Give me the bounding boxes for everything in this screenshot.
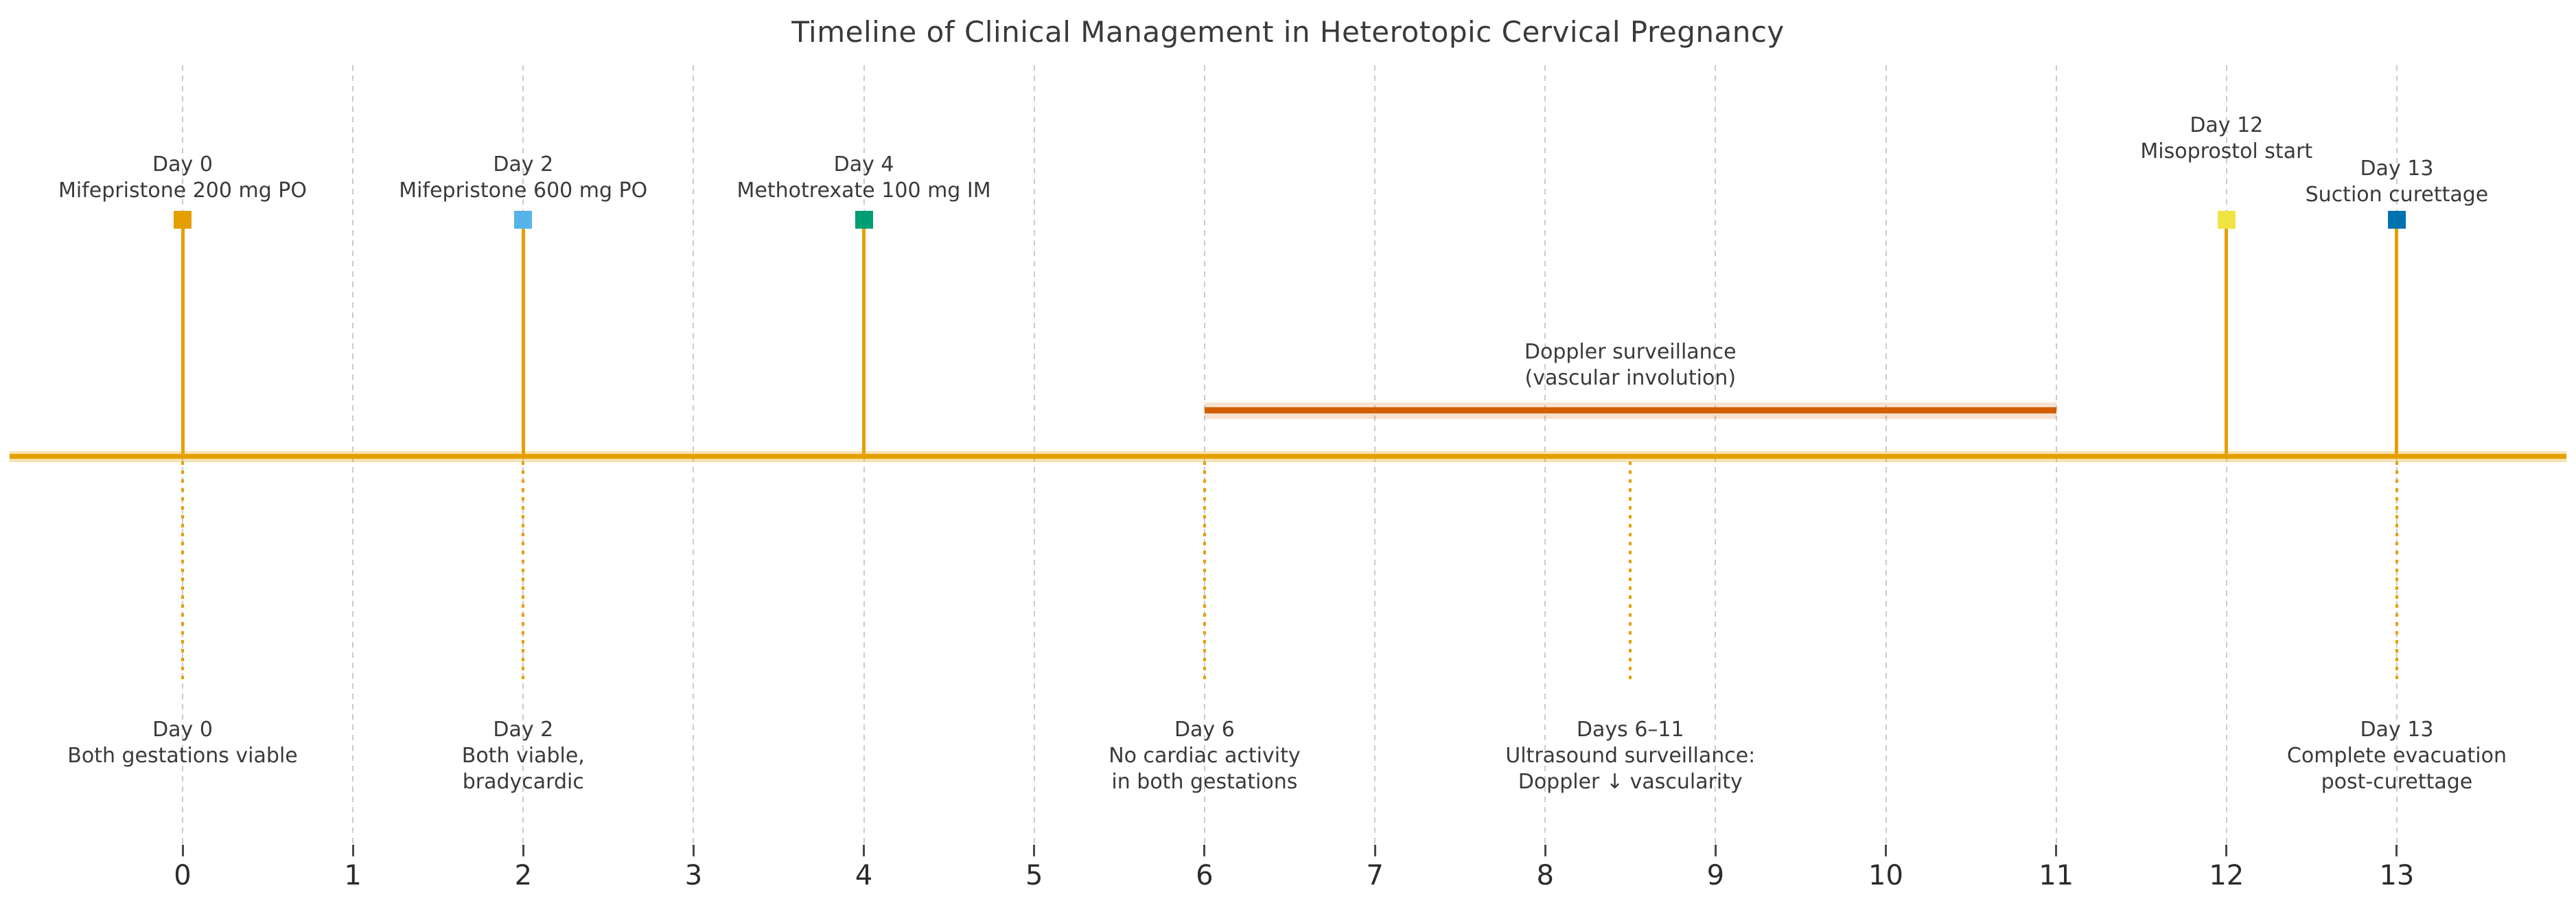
event-label-line: Day 13 bbox=[2360, 157, 2434, 181]
x-tick-label: 5 bbox=[1025, 860, 1043, 891]
timeline-axis-line bbox=[10, 454, 2566, 459]
x-tick bbox=[1885, 845, 1887, 856]
annotation-stem bbox=[1203, 461, 1206, 680]
x-tick-label: 6 bbox=[1196, 860, 1214, 891]
chart-title: Timeline of Clinical Management in Heter… bbox=[791, 15, 1785, 49]
event-label-line: Mifepristone 200 mg PO bbox=[58, 179, 308, 203]
x-tick bbox=[1033, 845, 1036, 856]
x-tick bbox=[1203, 845, 1206, 856]
event-label-line: Day 4 bbox=[833, 152, 894, 176]
span-label-line: Doppler surveillance bbox=[1524, 340, 1737, 364]
span-label: Doppler surveillance (vascular involution… bbox=[1524, 339, 1737, 391]
annotation-label-line: Days 6–11 bbox=[1576, 718, 1684, 742]
event-label-line: Day 12 bbox=[2190, 113, 2264, 137]
x-tick-label: 8 bbox=[1536, 860, 1554, 891]
annotation-label-line: Day 6 bbox=[1174, 718, 1235, 742]
x-tick bbox=[2395, 845, 2398, 856]
event-label-line: Misoprostol start bbox=[2140, 139, 2313, 163]
x-tick-label: 9 bbox=[1706, 860, 1725, 891]
annotation-label-line: Day 13 bbox=[2360, 718, 2434, 742]
annotation-stem bbox=[2395, 461, 2398, 680]
annotation-label-line: Doppler ↓ vascularity bbox=[1518, 770, 1743, 794]
x-tick bbox=[692, 845, 695, 856]
x-tick bbox=[2225, 845, 2228, 856]
annotation-label-line: post-curettage bbox=[2321, 770, 2473, 794]
event-marker-13 bbox=[2387, 211, 2406, 229]
x-tick-label: 12 bbox=[2209, 860, 2244, 891]
x-tick bbox=[1544, 845, 1546, 856]
x-tick-label: 2 bbox=[514, 860, 533, 891]
event-stem bbox=[862, 228, 866, 455]
event-stem bbox=[181, 228, 185, 455]
annotation-label: Day 2 Both viable, bradycardic bbox=[462, 717, 585, 795]
event-marker-4 bbox=[855, 211, 873, 229]
annotation-label-line: in both gestations bbox=[1111, 770, 1298, 794]
annotation-label-line: No cardiac activity bbox=[1109, 744, 1301, 768]
annotation-label-line: Ultrasound surveillance: bbox=[1505, 744, 1756, 768]
x-tick bbox=[522, 845, 524, 856]
annotation-stem bbox=[181, 461, 184, 680]
event-label-line: Day 2 bbox=[493, 152, 554, 176]
x-tick-label: 11 bbox=[2039, 860, 2074, 891]
x-tick bbox=[351, 845, 354, 856]
annotation-label: Day 6 No cardiac activity in both gestatio… bbox=[1109, 717, 1300, 795]
x-tick-label: 7 bbox=[1366, 860, 1384, 891]
event-label: Day 0 Mifepristone 200 mg PO bbox=[58, 152, 307, 204]
event-label: Day 4 Methotrexate 100 mg IM bbox=[737, 152, 991, 204]
x-tick bbox=[863, 845, 866, 856]
x-tick bbox=[1714, 845, 1717, 856]
event-marker-2 bbox=[514, 211, 533, 229]
event-label-line: Mifepristone 600 mg PO bbox=[399, 179, 648, 203]
annotation-label-line: Day 2 bbox=[493, 718, 554, 742]
annotation-label: Days 6–11 Ultrasound surveillance: Doppler… bbox=[1505, 717, 1755, 795]
event-stem bbox=[2395, 228, 2399, 455]
annotation-label-line: bradycardic bbox=[462, 770, 584, 794]
event-label: Day 13 Suction curettage bbox=[2306, 156, 2489, 208]
event-stem bbox=[521, 228, 525, 455]
event-label-line: Suction curettage bbox=[2305, 183, 2489, 207]
x-tick-label: 1 bbox=[344, 860, 362, 891]
annotation-label: Day 13 Complete evacuation post-curettage bbox=[2287, 717, 2507, 795]
event-marker-0 bbox=[174, 211, 192, 229]
annotation-label-line: Both gestations viable bbox=[67, 744, 298, 768]
span-bar bbox=[1204, 407, 2056, 413]
annotation-label-line: Day 0 bbox=[152, 718, 213, 742]
x-tick-label: 3 bbox=[684, 860, 703, 891]
annotation-stem bbox=[522, 461, 525, 680]
annotation-label: Day 0 Both gestations viable bbox=[67, 717, 297, 769]
annotation-label-line: Both viable, bbox=[461, 744, 585, 768]
event-marker-12 bbox=[2217, 211, 2236, 229]
event-label-line: Day 0 bbox=[152, 152, 213, 176]
annotation-label-line: Complete evacuation bbox=[2286, 744, 2507, 768]
event-label: Day 12 Misoprostol start bbox=[2140, 113, 2312, 165]
annotation-stem bbox=[1629, 461, 1632, 680]
event-label-line: Methotrexate 100 mg IM bbox=[736, 179, 991, 203]
x-tick bbox=[2055, 845, 2058, 856]
x-tick bbox=[1373, 845, 1376, 856]
x-tick-label: 10 bbox=[1868, 860, 1903, 891]
event-label: Day 2 Mifepristone 600 mg PO bbox=[399, 152, 647, 204]
x-tick bbox=[181, 845, 184, 856]
span-label-line: (vascular involution) bbox=[1524, 366, 1737, 390]
x-tick-label: 4 bbox=[855, 860, 873, 891]
x-tick-label: 0 bbox=[174, 860, 192, 891]
x-tick-label: 13 bbox=[2379, 860, 2415, 891]
event-stem bbox=[2225, 228, 2229, 455]
